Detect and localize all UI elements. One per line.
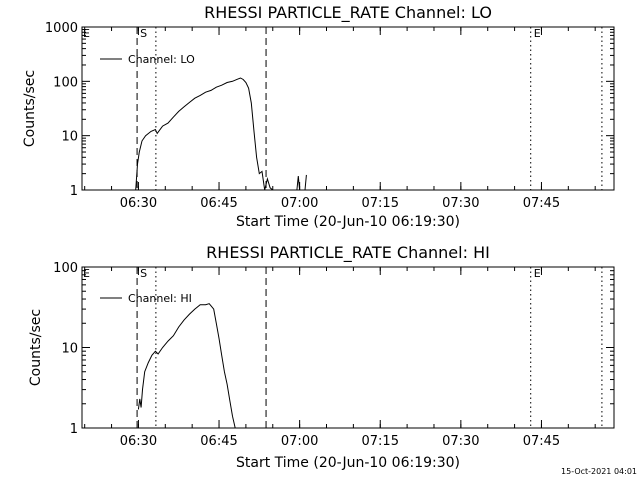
x-axis-label: Start Time (20-Jun-10 06:19:30) — [236, 214, 460, 230]
y-tick-label: 1 — [70, 422, 78, 437]
x-tick-label: 06:45 — [200, 434, 237, 449]
x-tick-label: 06:45 — [200, 196, 237, 211]
y-tick-label: 100 — [53, 261, 78, 276]
y-tick-label: 1000 — [45, 21, 78, 36]
plot-frame — [81, 26, 615, 191]
legend-label: Channel: HI — [128, 292, 192, 305]
event-marker-label: E — [534, 27, 541, 40]
x-tick-label: 07:00 — [281, 434, 318, 449]
legend-label: Channel: LO — [128, 53, 195, 66]
x-tick-label: 07:15 — [362, 434, 399, 449]
y-tick-label: 1 — [70, 184, 78, 199]
y-tick-label: 10 — [61, 130, 78, 145]
chart-panel-1: RHESSI PARTICLE_RATE Channel: LO Counts/s… — [22, 3, 615, 230]
series-line — [137, 303, 236, 429]
y-tick-label: 100 — [53, 75, 78, 90]
x-tick-label: 07:30 — [442, 196, 479, 211]
series-line-fragment — [304, 174, 307, 191]
x-tick-label: 06:30 — [120, 196, 157, 211]
footer-timestamp: 15-Oct-2021 04:01 — [561, 467, 637, 476]
edge-marker-label: E — [83, 27, 90, 40]
x-tick-label: 07:30 — [442, 434, 479, 449]
event-marker-label: S — [140, 27, 147, 40]
x-tick-label: 06:30 — [120, 434, 157, 449]
series-line-fragment — [296, 176, 301, 191]
y-axis-label: Counts/sec — [28, 309, 44, 386]
x-tick-label: 07:45 — [523, 196, 560, 211]
x-tick-label: 07:15 — [362, 196, 399, 211]
chart-title: RHESSI PARTICLE_RATE Channel: LO — [204, 3, 492, 23]
event-marker-label: E — [534, 267, 541, 280]
chart-panel-2: RHESSI PARTICLE_RATE Channel: HI Counts/s… — [28, 243, 615, 471]
x-tick-label: 07:00 — [281, 196, 318, 211]
event-marker-label: S — [140, 267, 147, 280]
y-axis-label: Counts/sec — [22, 70, 38, 147]
x-axis-label: Start Time (20-Jun-10 06:19:30) — [236, 455, 460, 471]
x-tick-label: 07:45 — [523, 434, 560, 449]
chart-title: RHESSI PARTICLE_RATE Channel: HI — [206, 243, 490, 263]
edge-marker-label: E — [83, 267, 90, 280]
y-tick-label: 10 — [61, 342, 78, 357]
series-line — [135, 77, 274, 191]
